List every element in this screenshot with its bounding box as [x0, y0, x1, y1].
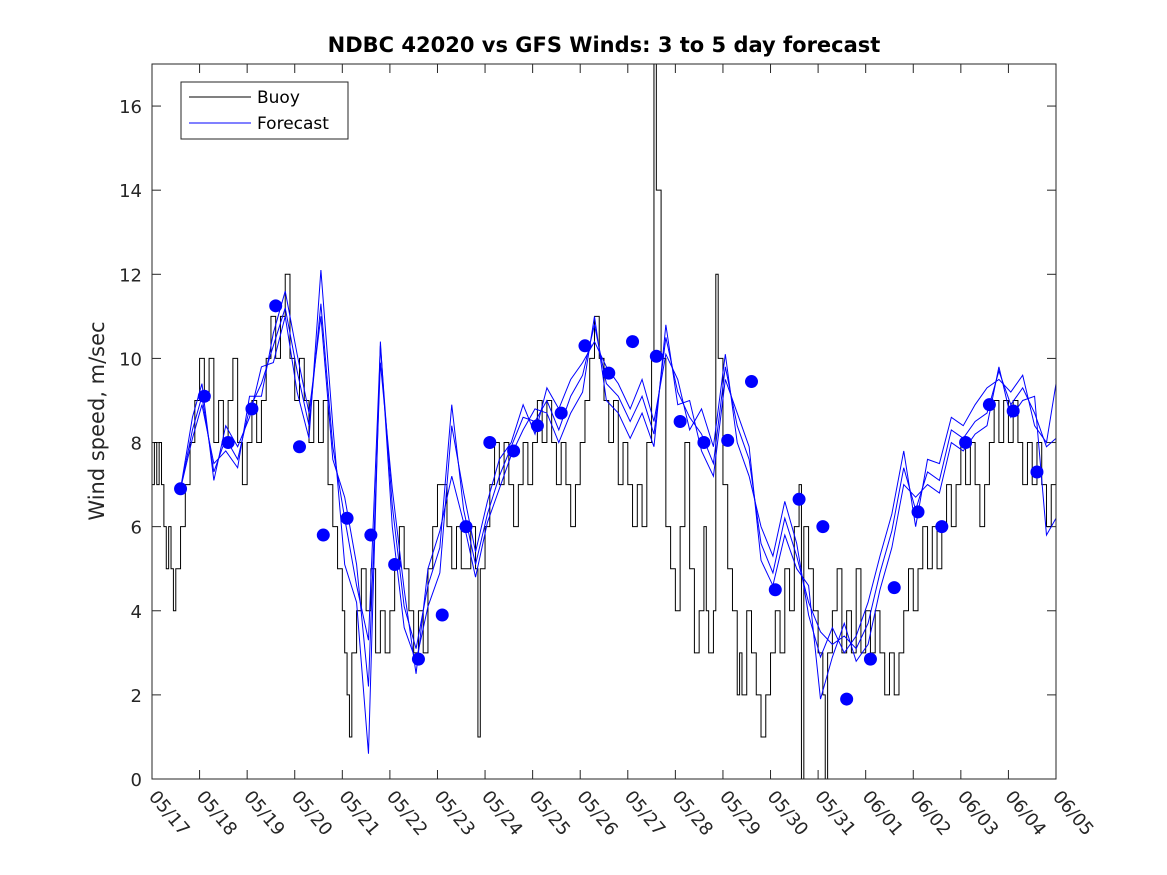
legend-label-forecast: Forecast — [257, 114, 329, 134]
forecast-marker — [959, 436, 973, 450]
forecast-marker — [388, 558, 402, 571]
forecast-marker — [602, 366, 616, 380]
series-lines — [152, 64, 1056, 779]
forecast-line-2 — [180, 270, 1056, 754]
plot-clip — [152, 64, 1056, 779]
legend-label-buoy: Buoy — [257, 88, 300, 108]
forecast-marker — [197, 389, 211, 403]
axes-box — [151, 63, 1057, 780]
chart-title: NDBC 42020 vs GFS Winds: 3 to 5 day fore… — [328, 33, 881, 57]
forecast-marker — [1006, 404, 1020, 418]
y-tick-label: 6 — [131, 518, 142, 539]
forecast-marker — [364, 528, 378, 542]
y-tick-label: 10 — [119, 349, 142, 370]
y-tick-labels: 0 2 4 6 8 10 12 14 16 — [119, 97, 142, 791]
forecast-marker — [673, 415, 687, 428]
y-tick-label: 16 — [119, 97, 142, 118]
forecast-marker — [768, 583, 782, 597]
forecast-marker — [435, 608, 449, 622]
forecast-marker — [507, 444, 521, 458]
forecast-marker — [340, 511, 354, 525]
y-tick-label: 12 — [119, 265, 142, 286]
y-tick-label: 14 — [119, 181, 142, 202]
forecast-marker — [174, 482, 188, 496]
y-tick-label: 4 — [131, 602, 142, 623]
forecast-marker — [292, 440, 306, 454]
forecast-markers — [174, 299, 1044, 706]
y-axis-label: Wind speed, m/sec — [85, 321, 109, 520]
forecast-marker — [578, 339, 592, 353]
forecast-marker — [649, 349, 663, 363]
forecast-marker — [1030, 465, 1044, 479]
forecast-marker — [221, 436, 235, 450]
forecast-marker — [744, 375, 758, 389]
forecast-marker — [483, 436, 497, 450]
forecast-marker — [982, 398, 996, 412]
forecast-marker — [626, 335, 640, 349]
forecast-marker — [554, 406, 568, 420]
forecast-marker — [459, 520, 473, 534]
forecast-marker — [411, 652, 425, 666]
y-tick-label: 2 — [131, 686, 142, 707]
axis-ticks — [151, 64, 1057, 780]
forecast-marker — [316, 528, 330, 542]
forecast-marker — [863, 652, 877, 666]
legend: Buoy Forecast — [180, 81, 349, 140]
forecast-marker — [721, 433, 735, 447]
forecast-marker — [935, 520, 949, 534]
forecast-marker — [697, 436, 711, 450]
forecast-marker — [911, 505, 925, 519]
forecast-marker — [792, 492, 806, 506]
forecast-marker — [816, 520, 830, 534]
forecast-line-3 — [180, 290, 1056, 700]
plot-area — [152, 64, 1056, 779]
forecast-marker — [840, 692, 854, 706]
forecast-marker — [887, 581, 901, 595]
forecast-marker — [530, 419, 544, 433]
forecast-marker — [245, 402, 259, 416]
y-tick-label: 8 — [131, 434, 142, 455]
forecast-marker — [269, 299, 283, 313]
legend-box — [180, 81, 349, 140]
y-tick-label: 0 — [131, 770, 142, 791]
forecast-line-1 — [180, 303, 1056, 650]
